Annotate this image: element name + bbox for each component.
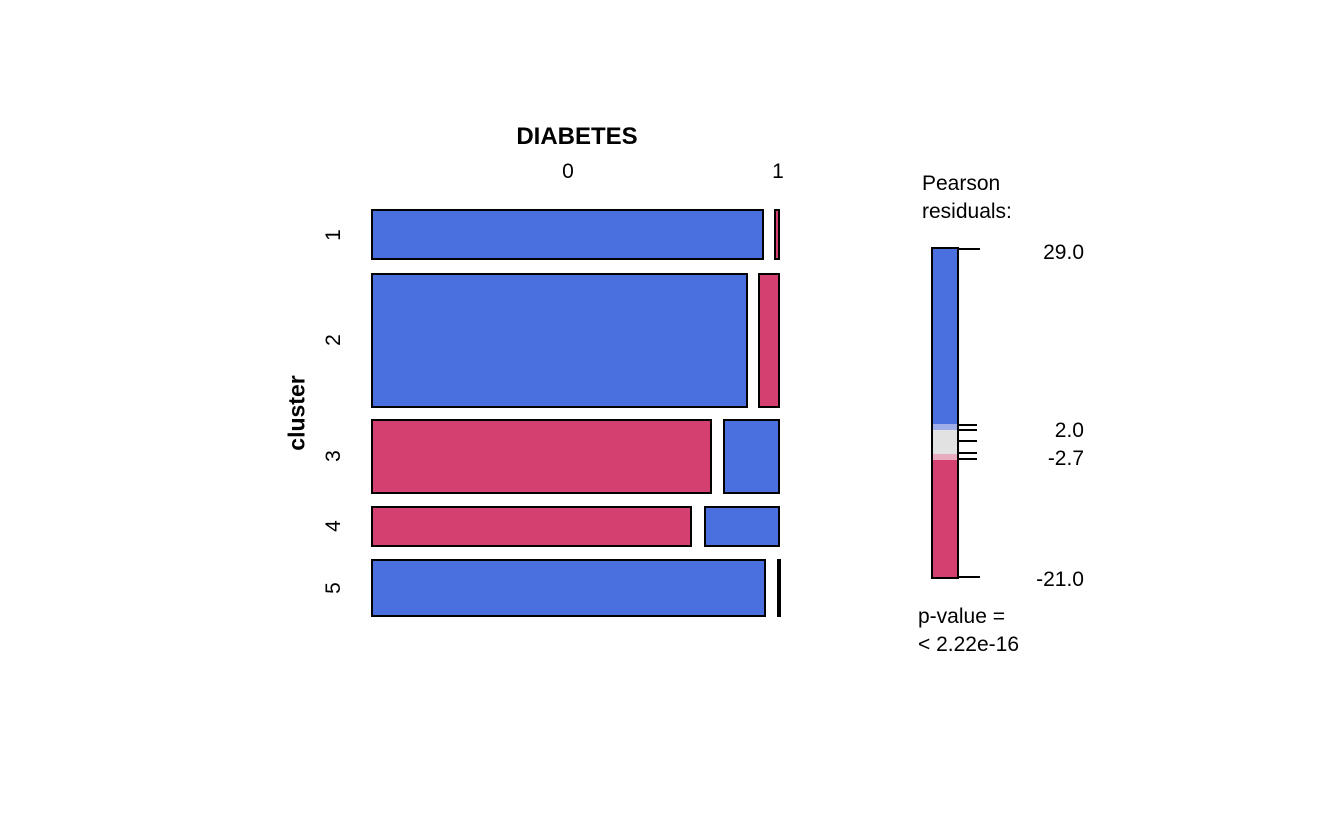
legend-tick-label-2.0: 2.0 [1054, 419, 1084, 442]
legend-segment-neutral [933, 430, 957, 454]
legend-tick [957, 440, 977, 442]
col-label-1: 1 [772, 160, 784, 183]
mosaic-tile-cluster5-diabetes0 [371, 559, 766, 617]
row-label-3: 3 [322, 450, 345, 462]
legend-tick [957, 576, 980, 578]
legend-tick-label--2.7: -2.7 [1047, 447, 1084, 470]
mosaic-tile-cluster3-diabetes1 [723, 419, 780, 494]
legend-segment-positive [933, 249, 957, 424]
legend-tick [957, 452, 977, 454]
mosaic-tile-cluster5-diabetes1 [777, 559, 781, 617]
legend-segment-negative [933, 460, 957, 577]
legend-tick [957, 424, 977, 426]
legend-tick [957, 248, 980, 250]
p-value-line2: < 2.22e-16 [918, 633, 1020, 656]
mosaic-tile-cluster4-diabetes1 [704, 506, 780, 547]
legend-tick-label--21.0: -21.0 [1036, 568, 1084, 591]
p-value-text: p-value = < 2.22e-16 [918, 603, 1019, 659]
row-label-4: 4 [322, 520, 345, 532]
mosaic-tile-cluster3-diabetes0 [371, 419, 712, 494]
legend-title-line1: Pearson [922, 172, 1001, 195]
legend-tick [957, 429, 977, 431]
legend-title: Pearson residuals: [922, 170, 1012, 226]
col-label-0: 0 [562, 160, 574, 183]
legend-segment-negative_light [933, 454, 957, 460]
row-label-1: 1 [322, 229, 345, 241]
legend-tick [957, 458, 977, 460]
legend-gradient-bar [931, 247, 959, 579]
mosaic-tile-cluster4-diabetes0 [371, 506, 692, 547]
legend-tick-label-29.0: 29.0 [1043, 241, 1084, 264]
mosaic-tile-cluster2-diabetes1 [758, 273, 780, 408]
row-label-5: 5 [322, 582, 345, 594]
legend-segment-positive_light [933, 424, 957, 430]
y-axis-label: cluster [283, 375, 310, 451]
mosaic-tile-cluster2-diabetes0 [371, 273, 748, 408]
legend-title-line2: residuals: [922, 200, 1012, 223]
p-value-line1: p-value = [918, 605, 1005, 628]
mosaic-tile-cluster1-diabetes0 [371, 209, 764, 260]
mosaic-tile-cluster1-diabetes1 [774, 209, 780, 260]
row-label-2: 2 [322, 334, 345, 346]
chart-title: DIABETES [516, 123, 638, 150]
